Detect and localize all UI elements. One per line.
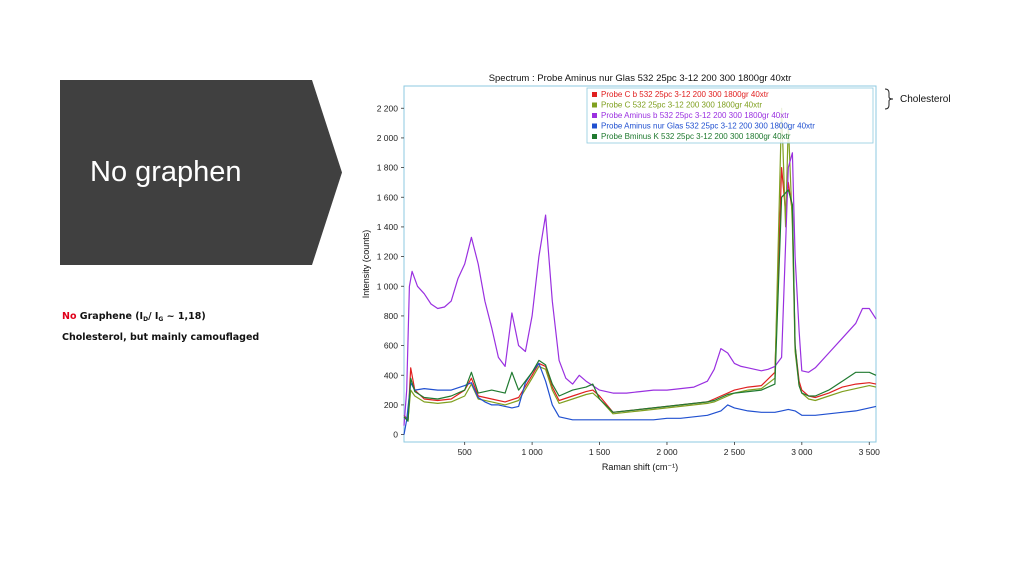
y-tick-label: 1 200 [377,252,399,262]
series-line-5 [403,189,877,422]
legend-swatch-2 [592,102,597,108]
legend-box [586,87,874,144]
chart-title: Spectrum : Probe Aminus nur Glas 532 25p… [489,73,792,84]
legend-entry-4: Probe Aminus nur Glas 532 25pc 3-12 200 … [601,122,815,131]
series-line-3 [403,152,877,426]
legend-entry-5: Probe Bminus K 532 25pc 3-12 200 300 180… [601,132,791,141]
x-tick-label: 2 500 [724,447,746,457]
y-tick-label: 0 [393,430,398,440]
cholesterol-label: Cholesterol [900,94,951,105]
note-box: No Graphene (ID/ IG ~ 1,18) Cholesterol,… [62,308,259,347]
y-axis-label: Intensity (counts) [361,230,371,299]
legend-swatch-5 [592,134,597,139]
x-tick-label: 3 500 [859,447,881,457]
x-tick-label: 1 500 [589,447,611,457]
x-tick-label: 2 000 [656,447,678,457]
cholesterol-brace [884,88,894,110]
y-tick-label: 2 000 [377,133,399,143]
y-tick-label: 1 600 [377,192,399,202]
y-tick-label: 1 000 [377,281,399,291]
legend-entry-3: Probe Aminus b 532 25pc 3-12 200 300 180… [601,111,789,120]
note-line-2: Cholesterol, but mainly camouflaged [62,332,260,343]
note-ratio: ~ 1,18) [163,311,206,322]
x-tick-label: 3 000 [791,447,813,457]
note-line-1: No Graphene (ID/ IG ~ 1,18) [62,308,259,329]
x-tick-label: 1 000 [521,447,543,457]
series-line-4 [403,362,877,435]
y-tick-label: 200 [384,400,398,410]
y-tick-label: 1 800 [377,163,399,173]
title-arrow-shape [60,80,342,265]
x-tick-label: 500 [458,447,472,457]
note-no: No [62,311,77,322]
legend-entry-1: Probe C b 532 25pc 3-12 200 300 1800gr 4… [601,90,769,99]
legend-entry-2: Probe C 532 25pc 3-12 200 300 1800gr 40x… [601,101,762,110]
note-sub-d: D [143,316,149,323]
note-slash: / I [148,311,159,322]
raman-spectrum-chart: Spectrum : Probe Aminus nur Glas 532 25p… [361,73,881,472]
y-tick-label: 2 200 [377,103,399,113]
note-sub-g: G [158,316,164,323]
y-tick-label: 800 [384,311,398,321]
legend-swatch-4 [592,123,597,129]
legend-swatch-3 [592,113,597,118]
series-line-2 [403,107,877,421]
x-axis-label: Raman shift (cm⁻¹) [602,462,678,472]
slide-title: No graphen [90,156,242,188]
legend-swatch-1 [592,92,597,97]
note-graphene: Graphene (I [79,311,144,322]
y-tick-label: 400 [384,370,398,380]
y-tick-label: 1 400 [377,222,399,232]
plot-frame [403,85,877,443]
y-tick-label: 600 [384,341,398,351]
